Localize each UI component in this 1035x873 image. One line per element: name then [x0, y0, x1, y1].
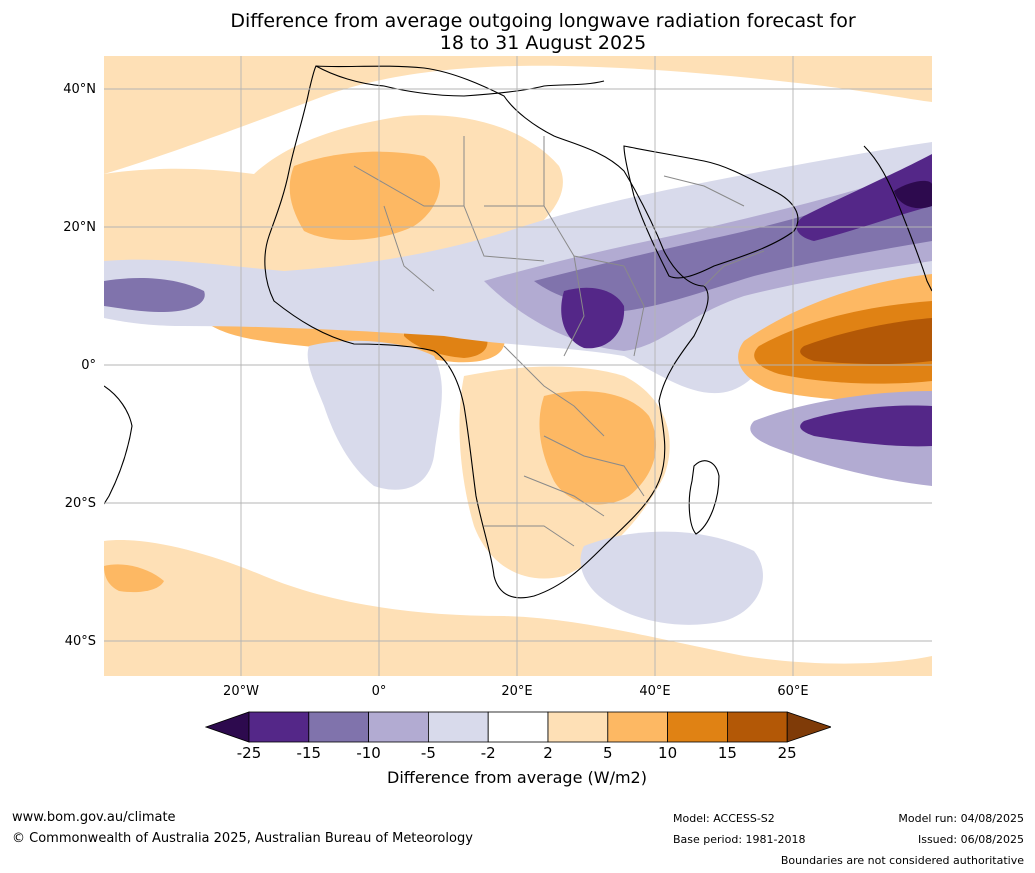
anomaly-zone-atlantic-negative — [104, 278, 205, 312]
lat-label-0: 0° — [81, 358, 96, 373]
colorbar-tick-label: 10 — [658, 744, 678, 762]
colorbar-tick-label: 25 — [777, 744, 797, 762]
chart-title: Difference from average outgoing longwav… — [0, 10, 1035, 54]
anomaly-zone-sudan-strong — [561, 287, 625, 349]
colorbar-tick-label: 15 — [717, 744, 737, 762]
footer-model-run: Model run: 04/08/2025 — [898, 812, 1024, 825]
anomaly-zone-southern-africa-positive — [539, 391, 657, 505]
lon-label-20e: 20°E — [501, 684, 533, 699]
europe-coastline — [315, 65, 605, 97]
anomaly-zone-sahel-positive — [289, 151, 441, 241]
map-graticule — [104, 56, 932, 676]
colorbar-tick-label: -2 — [480, 744, 496, 762]
colorbar-tick-label: 5 — [603, 744, 613, 762]
country-boundaries — [353, 136, 765, 547]
lon-label-20w: 20°W — [223, 684, 259, 699]
lat-label-40n: 40°N — [63, 82, 96, 97]
anomaly-zone-south-atlantic-moderate — [104, 564, 164, 593]
lat-label-40s: 40°S — [64, 634, 96, 649]
map-svg — [104, 56, 932, 676]
anomaly-zone-north-positive — [104, 56, 932, 174]
colorbar-segment — [427, 711, 489, 743]
title-line-1: Difference from average outgoing longwav… — [230, 10, 856, 32]
colorbar-segment — [248, 711, 310, 743]
arabian-peninsula-coastline — [623, 145, 799, 279]
india-coastline — [863, 145, 932, 292]
colorbar-tick-label: 2 — [543, 744, 553, 762]
colorbar-tick-label: -15 — [296, 744, 322, 762]
footer-website: www.bom.gov.au/climate — [12, 810, 176, 825]
anomaly-zone-arabian-sea-extreme — [894, 180, 932, 209]
lat-label-20n: 20°N — [63, 220, 96, 235]
footer-model: Model: ACCESS-S2 — [673, 812, 775, 825]
africa-coastline — [264, 65, 709, 599]
colorbar-extend-low — [204, 711, 250, 743]
colorbar-segment — [607, 711, 668, 743]
footer-disclaimer: Boundaries are not considered authoritat… — [780, 854, 1024, 867]
lon-label-40e: 40°E — [639, 684, 671, 699]
colorbar-segment — [547, 711, 609, 743]
lon-label-60e: 60°E — [777, 684, 809, 699]
colorbar — [204, 710, 833, 748]
colorbar-segment — [667, 711, 728, 743]
anomaly-zone-south-africa-light-negative — [580, 531, 763, 625]
footer-copyright: © Commonwealth of Australia 2025, Austra… — [12, 831, 473, 846]
anomaly-zone-south-atlantic-positive — [104, 540, 932, 676]
colorbar-segment — [727, 711, 788, 743]
colorbar-tick-label: -25 — [236, 744, 262, 762]
colorbar-label: Difference from average (W/m2) — [387, 768, 647, 787]
title-line-2: 18 to 31 August 2025 — [439, 32, 647, 54]
colorbar-segment — [308, 711, 370, 743]
anomaly-zone-atlantic-light-negative — [307, 340, 442, 490]
colorbar-tick-label: -10 — [356, 744, 381, 762]
anomaly-map — [104, 56, 932, 676]
south-america-coastline — [104, 385, 133, 505]
anomaly-zone-indian-ocean-very-strong — [800, 318, 932, 365]
footer-issued: Issued: 06/08/2025 — [917, 833, 1024, 846]
anomaly-zone-south-indian-strong — [800, 405, 932, 447]
colorbar-tick-label: -5 — [420, 744, 436, 762]
anomaly-zone-tropical-negative — [104, 142, 932, 394]
anomaly-zone-arabian-sea-strong — [796, 154, 932, 241]
colorbar-segment — [487, 711, 549, 743]
lon-label-0: 0° — [371, 684, 387, 699]
footer-base-period: Base period: 1981-2018 — [673, 833, 806, 846]
colorbar-svg — [204, 711, 833, 743]
colorbar-segment — [368, 711, 429, 743]
colorbar-extend-high — [786, 711, 833, 743]
lat-label-20s: 20°S — [64, 496, 96, 511]
madagascar-coastline — [688, 460, 720, 535]
